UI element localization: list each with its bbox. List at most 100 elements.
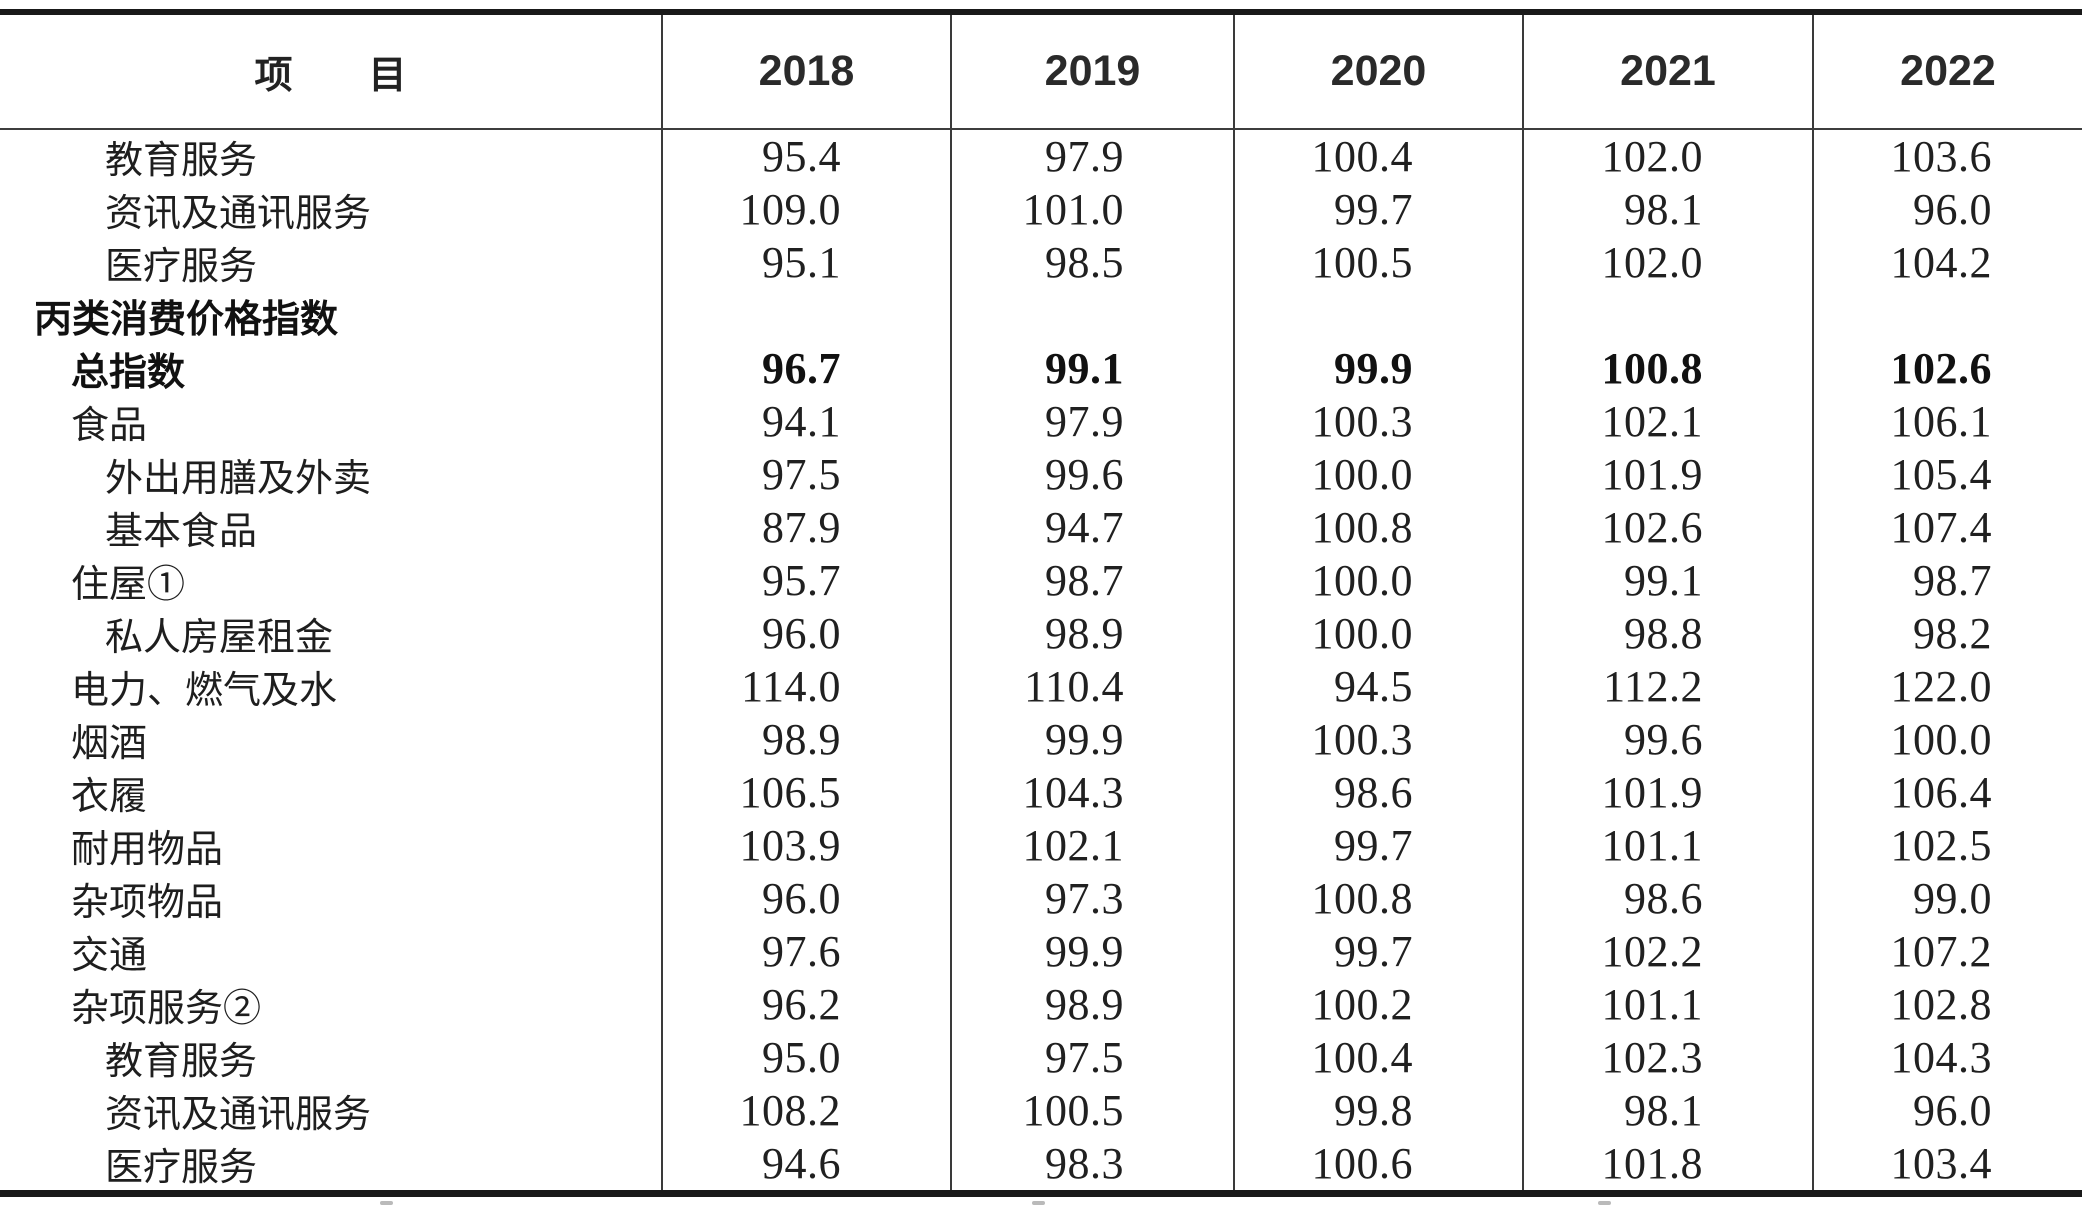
- cell-value: 98.9: [950, 978, 1233, 1031]
- cell-value: 102.6: [1522, 501, 1812, 554]
- row-label: 总指数: [71, 352, 186, 394]
- table-row: 食品 94.1 97.9 100.3 102.1 106.1: [0, 395, 2082, 448]
- cell-value: 106.1: [1812, 395, 2082, 448]
- cell-value: 114.0: [661, 660, 950, 713]
- cell-value: 110.4: [950, 660, 1233, 713]
- cell-value: 96.0: [661, 607, 950, 660]
- cell-value: 107.4: [1812, 501, 2082, 554]
- cell-value: 100.8: [1233, 872, 1522, 925]
- cell-value: 100.3: [1233, 713, 1522, 766]
- row-label: 基本食品: [105, 511, 258, 553]
- table-row: 交通 97.6 99.9 99.7 102.2 107.2: [0, 925, 2082, 978]
- row-label: 外出用膳及外卖: [105, 458, 372, 500]
- table-row: 资讯及通讯服务 109.0 101.0 99.7 98.1 96.0: [0, 183, 2082, 236]
- table-row: 医疗服务 95.1 98.5 100.5 102.0 104.2: [0, 236, 2082, 289]
- cell-value: [1233, 289, 1522, 342]
- row-label: 烟酒: [71, 723, 148, 765]
- table-row: 教育服务 95.0 97.5 100.4 102.3 104.3: [0, 1031, 2082, 1084]
- cell-value: 98.3: [950, 1137, 1233, 1190]
- cell-value: 106.5: [661, 766, 950, 819]
- table-row: 私人房屋租金 96.0 98.9 100.0 98.8 98.2: [0, 607, 2082, 660]
- cell-value: 100.4: [1233, 1031, 1522, 1084]
- cell-value: 98.7: [950, 554, 1233, 607]
- cell-value: 99.7: [1233, 925, 1522, 978]
- cell-value: 99.9: [1233, 342, 1522, 395]
- cell-value: 101.1: [1522, 978, 1812, 1031]
- cell-value: 96.0: [661, 872, 950, 925]
- cell-value: 102.1: [950, 819, 1233, 872]
- row-label: 医疗服务: [105, 246, 258, 288]
- cell-value: 122.0: [1812, 660, 2082, 713]
- cell-value: 99.8: [1233, 1084, 1522, 1137]
- cell-value: 100.6: [1233, 1137, 1522, 1190]
- cell-value: [1522, 289, 1812, 342]
- table-row: 耐用物品 103.9 102.1 99.7 101.1 102.5: [0, 819, 2082, 872]
- cell-value: 102.2: [1522, 925, 1812, 978]
- cell-value: 98.9: [661, 713, 950, 766]
- table-row: 衣履 106.5 104.3 98.6 101.9 106.4: [0, 766, 2082, 819]
- cell-value: 100.0: [1233, 554, 1522, 607]
- cell-value: 87.9: [661, 501, 950, 554]
- cell-value: [1812, 289, 2082, 342]
- row-label: 私人房屋租金: [105, 617, 334, 659]
- cell-value: 104.3: [950, 766, 1233, 819]
- cell-value: 94.5: [1233, 660, 1522, 713]
- cell-value: 98.5: [950, 236, 1233, 289]
- table-row: 外出用膳及外卖 97.5 99.6 100.0 101.9 105.4: [0, 448, 2082, 501]
- cell-value: 100.5: [950, 1084, 1233, 1137]
- cell-value: 96.2: [661, 978, 950, 1031]
- cell-value: 97.9: [950, 130, 1233, 183]
- cell-value: 102.3: [1522, 1031, 1812, 1084]
- row-label: 丙类消费价格指数: [34, 299, 339, 341]
- cell-value: 98.9: [950, 607, 1233, 660]
- cell-value: 104.2: [1812, 236, 2082, 289]
- cell-value: 100.2: [1233, 978, 1522, 1031]
- cell-value: 99.1: [1522, 554, 1812, 607]
- table-row: 杂项物品 96.0 97.3 100.8 98.6 99.0: [0, 872, 2082, 925]
- footnote-remnant-mark: [1032, 1201, 1045, 1205]
- row-label: 食品: [71, 405, 148, 447]
- row-label: 教育服务: [105, 1041, 258, 1083]
- table-row: 教育服务 95.4 97.9 100.4 102.0 103.6: [0, 130, 2082, 183]
- cell-value: 104.3: [1812, 1031, 2082, 1084]
- cell-value: 96.0: [1812, 183, 2082, 236]
- column-header-2020: 2020: [1233, 15, 1522, 128]
- row-label: 住屋①: [71, 564, 186, 606]
- cell-value: 98.6: [1233, 766, 1522, 819]
- table-row: 住屋① 95.7 98.7 100.0 99.1 98.7: [0, 554, 2082, 607]
- cell-value: 100.0: [1233, 607, 1522, 660]
- cell-value: 100.8: [1233, 501, 1522, 554]
- table-row: 电力、燃气及水 114.0 110.4 94.5 112.2 122.0: [0, 660, 2082, 713]
- cell-value: 99.1: [950, 342, 1233, 395]
- cell-value: 101.1: [1522, 819, 1812, 872]
- cell-value: 102.5: [1812, 819, 2082, 872]
- column-header-2021: 2021: [1522, 15, 1812, 128]
- cell-value: 98.1: [1522, 1084, 1812, 1137]
- cell-value: 98.7: [1812, 554, 2082, 607]
- cell-value: 94.1: [661, 395, 950, 448]
- table-row: 丙类消费价格指数: [0, 289, 2082, 342]
- cell-value: 100.3: [1233, 395, 1522, 448]
- row-label: 资讯及通讯服务: [105, 193, 372, 235]
- cell-value: 100.8: [1522, 342, 1812, 395]
- row-label: 资讯及通讯服务: [105, 1094, 372, 1136]
- row-label: 教育服务: [105, 140, 258, 182]
- cell-value: 97.5: [950, 1031, 1233, 1084]
- table-row: 杂项服务② 96.2 98.9 100.2 101.1 102.8: [0, 978, 2082, 1031]
- footnote-remnant-mark: [1598, 1201, 1611, 1205]
- cell-value: 96.0: [1812, 1084, 2082, 1137]
- cell-value: 95.0: [661, 1031, 950, 1084]
- price-index-table: 项 目 2018 2019 2020 2021 2022 教育服务 95.4 97…: [0, 9, 2082, 1197]
- table-header-row: 项 目 2018 2019 2020 2021 2022: [0, 15, 2082, 130]
- row-label: 杂项服务②: [71, 988, 262, 1030]
- cell-value: 102.6: [1812, 342, 2082, 395]
- cell-value: 94.7: [950, 501, 1233, 554]
- cell-value: 99.7: [1233, 183, 1522, 236]
- cell-value: 105.4: [1812, 448, 2082, 501]
- row-label: 杂项物品: [71, 882, 224, 924]
- cell-value: 101.9: [1522, 448, 1812, 501]
- row-label: 交通: [71, 935, 148, 977]
- cell-value: 101.8: [1522, 1137, 1812, 1190]
- column-header-2018: 2018: [661, 15, 950, 128]
